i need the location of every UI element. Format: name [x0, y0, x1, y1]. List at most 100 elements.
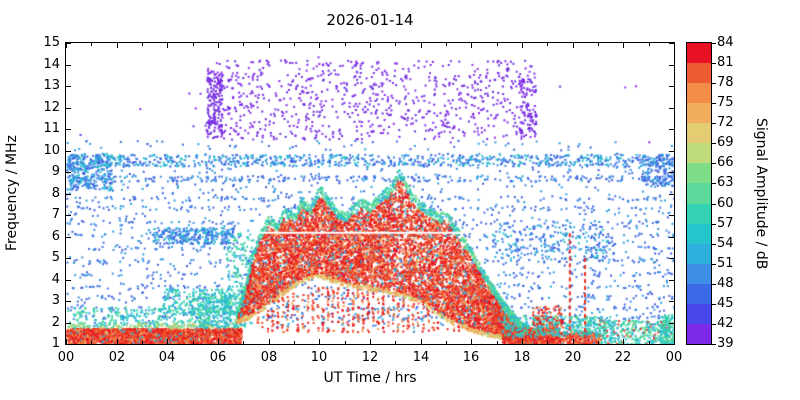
tick-mark [712, 163, 716, 164]
y-tick-label: 8 [51, 186, 60, 201]
tick-mark [669, 129, 674, 130]
tick-mark [66, 108, 71, 109]
tick-mark [218, 43, 219, 48]
tick-mark [712, 204, 716, 205]
tick-mark [712, 123, 716, 124]
colorbar-tick-label: 57 [717, 216, 734, 231]
tick-mark [674, 339, 675, 344]
tick-mark [66, 258, 71, 259]
chart-title: 2026-01-14 [326, 11, 414, 29]
tick-mark [142, 341, 143, 344]
tick-mark [712, 224, 716, 225]
tick-mark [345, 341, 346, 344]
tick-mark [669, 151, 674, 152]
colorbar-tick-label: 78 [717, 75, 734, 90]
colorbar-tick-label: 84 [717, 35, 734, 50]
x-tick-label: 10 [310, 350, 328, 365]
tick-mark [66, 323, 71, 324]
x-tick-label: 02 [108, 350, 126, 365]
tick-mark [712, 103, 716, 104]
x-tick-label: 00 [57, 350, 75, 365]
tick-mark [471, 339, 472, 344]
y-tick-label: 10 [43, 143, 60, 158]
y-tick-label: 15 [43, 35, 60, 50]
colorbar-segment [687, 63, 711, 84]
colorbar-tick-label: 42 [717, 316, 734, 331]
tick-mark [712, 63, 716, 64]
tick-mark [421, 339, 422, 344]
tick-mark [91, 341, 92, 344]
x-axis-label: UT Time / hrs [323, 370, 417, 386]
y-tick-label: 6 [51, 229, 60, 244]
tick-mark [674, 43, 675, 48]
x-tick-label: 08 [260, 350, 278, 365]
tick-mark [193, 341, 194, 344]
y-tick-label: 2 [51, 315, 60, 330]
tick-mark [66, 215, 71, 216]
y-tick-label: 11 [43, 121, 60, 136]
tick-mark [66, 194, 71, 195]
colorbar-segment [687, 323, 711, 344]
y-tick-label: 9 [51, 164, 60, 179]
tick-mark [66, 301, 71, 302]
tick-mark [522, 43, 523, 48]
tick-mark [269, 43, 270, 48]
colorbar-segment [687, 243, 711, 264]
x-tick-label: 14 [412, 350, 430, 365]
y-tick-label: 13 [43, 78, 60, 93]
tick-mark [395, 341, 396, 344]
y-tick-label: 4 [51, 272, 60, 287]
tick-mark [649, 43, 650, 46]
tick-mark [598, 341, 599, 344]
colorbar-segment [687, 83, 711, 104]
tick-mark [243, 341, 244, 344]
tick-mark [66, 280, 71, 281]
colorbar-tick-label: 51 [717, 256, 734, 271]
tick-mark [522, 339, 523, 344]
tick-mark [712, 43, 716, 44]
tick-mark [66, 65, 71, 66]
tick-mark [66, 129, 71, 130]
tick-mark [269, 339, 270, 344]
tick-mark [669, 108, 674, 109]
colorbar-tick-label: 54 [717, 236, 734, 251]
tick-mark [319, 43, 320, 48]
tick-mark [712, 324, 716, 325]
tick-mark [497, 341, 498, 344]
tick-mark [91, 43, 92, 46]
tick-mark [669, 323, 674, 324]
tick-mark [669, 301, 674, 302]
colorbar-tick-label: 39 [717, 336, 734, 351]
colorbar-tick-label: 48 [717, 276, 734, 291]
y-axis-label: Frequency / MHz [4, 135, 20, 252]
tick-mark [623, 339, 624, 344]
y-tick-label: 5 [51, 250, 60, 265]
colorbar-segment [687, 143, 711, 164]
x-tick-label: 06 [209, 350, 227, 365]
tick-mark [712, 304, 716, 305]
x-tick-label: 16 [462, 350, 480, 365]
colorbar-segment [687, 123, 711, 144]
tick-mark [66, 237, 71, 238]
tick-mark [669, 258, 674, 259]
tick-mark [669, 43, 674, 44]
colorbar-segment [687, 203, 711, 224]
tick-mark [497, 43, 498, 46]
tick-mark [66, 344, 71, 345]
colorbar-tick-label: 66 [717, 155, 734, 170]
x-tick-label: 12 [361, 350, 379, 365]
tick-mark [712, 183, 716, 184]
colorbar-segment [687, 223, 711, 244]
tick-mark [167, 339, 168, 344]
colorbar-tick-label: 72 [717, 115, 734, 130]
y-tick-label: 3 [51, 293, 60, 308]
tick-mark [669, 172, 674, 173]
tick-mark [117, 43, 118, 48]
colorbar-tick-label: 81 [717, 55, 734, 70]
tick-mark [712, 143, 716, 144]
colorbar-segment [687, 263, 711, 284]
x-tick-label: 04 [158, 350, 176, 365]
tick-mark [370, 43, 371, 48]
tick-mark [319, 339, 320, 344]
